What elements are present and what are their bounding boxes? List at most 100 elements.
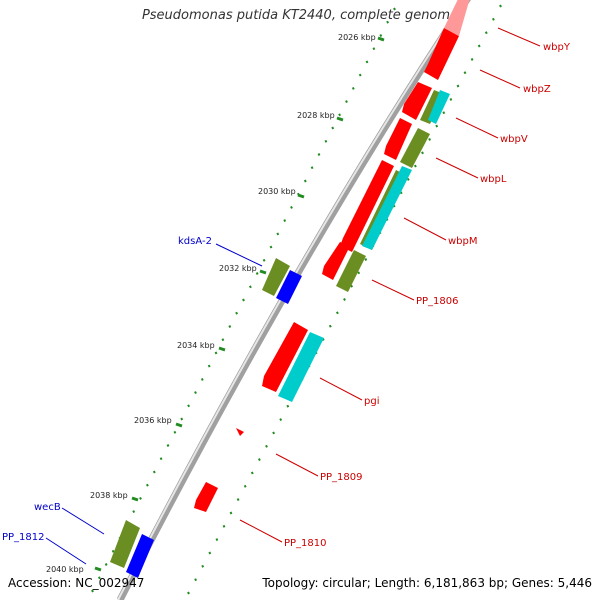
gene-label[interactable]: PP_1812 — [2, 532, 45, 543]
scale-dot — [303, 179, 307, 183]
scale-dot — [221, 338, 225, 342]
scale-dot — [235, 311, 238, 315]
gene-arrow-wbpY[interactable] — [424, 28, 459, 80]
gene-arrow-wbpL-olive[interactable] — [400, 128, 430, 168]
scale-dot — [214, 351, 218, 355]
gene-arrow-wbpZ[interactable] — [402, 82, 432, 120]
gene-arrow-wbpV[interactable] — [384, 118, 412, 160]
scale-label: 2026 kbp — [338, 33, 376, 42]
gene-arrow-PP_1810[interactable] — [194, 482, 218, 512]
accession-text: Accession: NC_002947 — [8, 576, 145, 590]
scale-dot — [180, 417, 184, 421]
scale-tick — [336, 116, 344, 122]
gene-label[interactable]: PP_1806 — [416, 296, 459, 307]
gene-features — [110, 0, 470, 578]
leader-PP_1812 — [45, 537, 87, 565]
scale-dot — [104, 563, 108, 566]
scale-tick — [131, 496, 139, 502]
scale-label: 2038 kbp — [90, 491, 128, 500]
scale-dot — [286, 404, 290, 408]
gene-label[interactable]: wecB — [34, 502, 61, 513]
gene-arrow-kdsA-2[interactable] — [276, 270, 302, 304]
gene-arrow-wbpM-cyan[interactable] — [362, 166, 412, 250]
scale-dot — [152, 470, 156, 474]
scale-dot — [328, 324, 332, 328]
scale-dot — [372, 47, 376, 51]
scale-label: 2030 kbp — [258, 187, 296, 196]
gene-label[interactable]: wbpV — [500, 134, 528, 145]
scale-label: 2032 kbp — [219, 264, 257, 273]
gene-label[interactable]: wbpL — [480, 174, 507, 185]
scale-label: 2036 kbp — [134, 416, 172, 425]
gene-label[interactable]: wbpM — [448, 236, 478, 247]
scale-dot — [98, 576, 101, 580]
gene-label[interactable]: wbpZ — [523, 84, 551, 95]
gene-label[interactable]: PP_1809 — [320, 472, 363, 483]
scale-dot — [283, 219, 287, 223]
scale-dot — [379, 34, 383, 37]
gene-arrow-PP_1806[interactable] — [322, 242, 350, 280]
scale-dot — [470, 57, 474, 61]
scale-dots-inner — [91, 7, 396, 593]
scale-dot — [279, 418, 283, 422]
scale-dot — [91, 589, 94, 593]
scale-dot — [258, 458, 261, 462]
leader-PP_1806 — [371, 279, 415, 301]
gene-arrow-PP_1807[interactable] — [262, 322, 308, 392]
scale-dot — [336, 311, 339, 315]
scale-dot — [364, 258, 368, 261]
gene-label[interactable]: pgi — [364, 396, 379, 407]
gene-arrow-wecB[interactable] — [110, 520, 140, 568]
label-leaders — [45, 27, 541, 565]
scale-tick — [297, 193, 305, 199]
gene-arrow-wbpV-cyan[interactable] — [428, 90, 450, 124]
scale-dot — [250, 471, 254, 475]
scale-dot — [228, 325, 232, 328]
gene-arrow-PP_1806-olive[interactable] — [336, 250, 366, 292]
gene-arrow-wbpL[interactable] — [340, 160, 394, 252]
gene-arrow-pgi[interactable] — [278, 332, 324, 402]
scale-dot — [229, 511, 233, 515]
leader-wbpY — [497, 27, 541, 47]
scale-tick — [259, 269, 267, 275]
gene-arrow-PP_1809[interactable] — [236, 428, 244, 436]
scale-label: 2040 kbp — [46, 565, 84, 574]
leader-wbpV — [455, 117, 499, 139]
scale-dot — [350, 284, 353, 288]
scale-dot — [222, 524, 226, 528]
scale-dot — [338, 113, 341, 117]
scale-dot — [345, 100, 348, 104]
gene-label[interactable]: PP_1810 — [284, 538, 327, 549]
leader-pgi — [319, 377, 363, 401]
scale-dot — [187, 404, 190, 408]
gene-arrow-kdsA-2-olive[interactable] — [262, 258, 290, 296]
gene-labels: wbpY wbpZ wbpV wbpL wbpM PP_1806 pgi PP_… — [2, 42, 571, 549]
gene-label[interactable]: kdsA-2 — [178, 236, 212, 247]
scale-dot — [428, 137, 431, 141]
scale-dot — [406, 177, 410, 181]
scale-dot — [194, 391, 197, 395]
scale-dot — [166, 444, 170, 447]
scale-dot — [393, 7, 396, 11]
scale-dot — [159, 457, 163, 461]
scale-dot — [442, 111, 446, 115]
scale-labels: 2026 kbp 2028 kbp 2030 kbp 2032 kbp 2034… — [46, 33, 376, 574]
scale-dot — [386, 20, 389, 24]
scale-dot — [484, 31, 488, 35]
gene-label[interactable]: wbpY — [543, 42, 571, 53]
scale-tick — [94, 566, 102, 572]
scale-tick — [175, 422, 183, 428]
scale-dot — [310, 166, 314, 170]
leader-wbpM — [403, 217, 447, 241]
scale-dot — [236, 498, 240, 502]
scale-dot — [365, 60, 369, 64]
scale-dot — [317, 153, 321, 156]
scale-dot — [242, 298, 245, 302]
leader-PP_1809 — [275, 453, 319, 477]
scale-dot — [414, 164, 417, 168]
scale-dot — [249, 285, 252, 289]
gene-arrow-PP_1812[interactable] — [126, 534, 154, 578]
scale-dot — [343, 298, 346, 301]
scale-dot — [324, 139, 328, 143]
